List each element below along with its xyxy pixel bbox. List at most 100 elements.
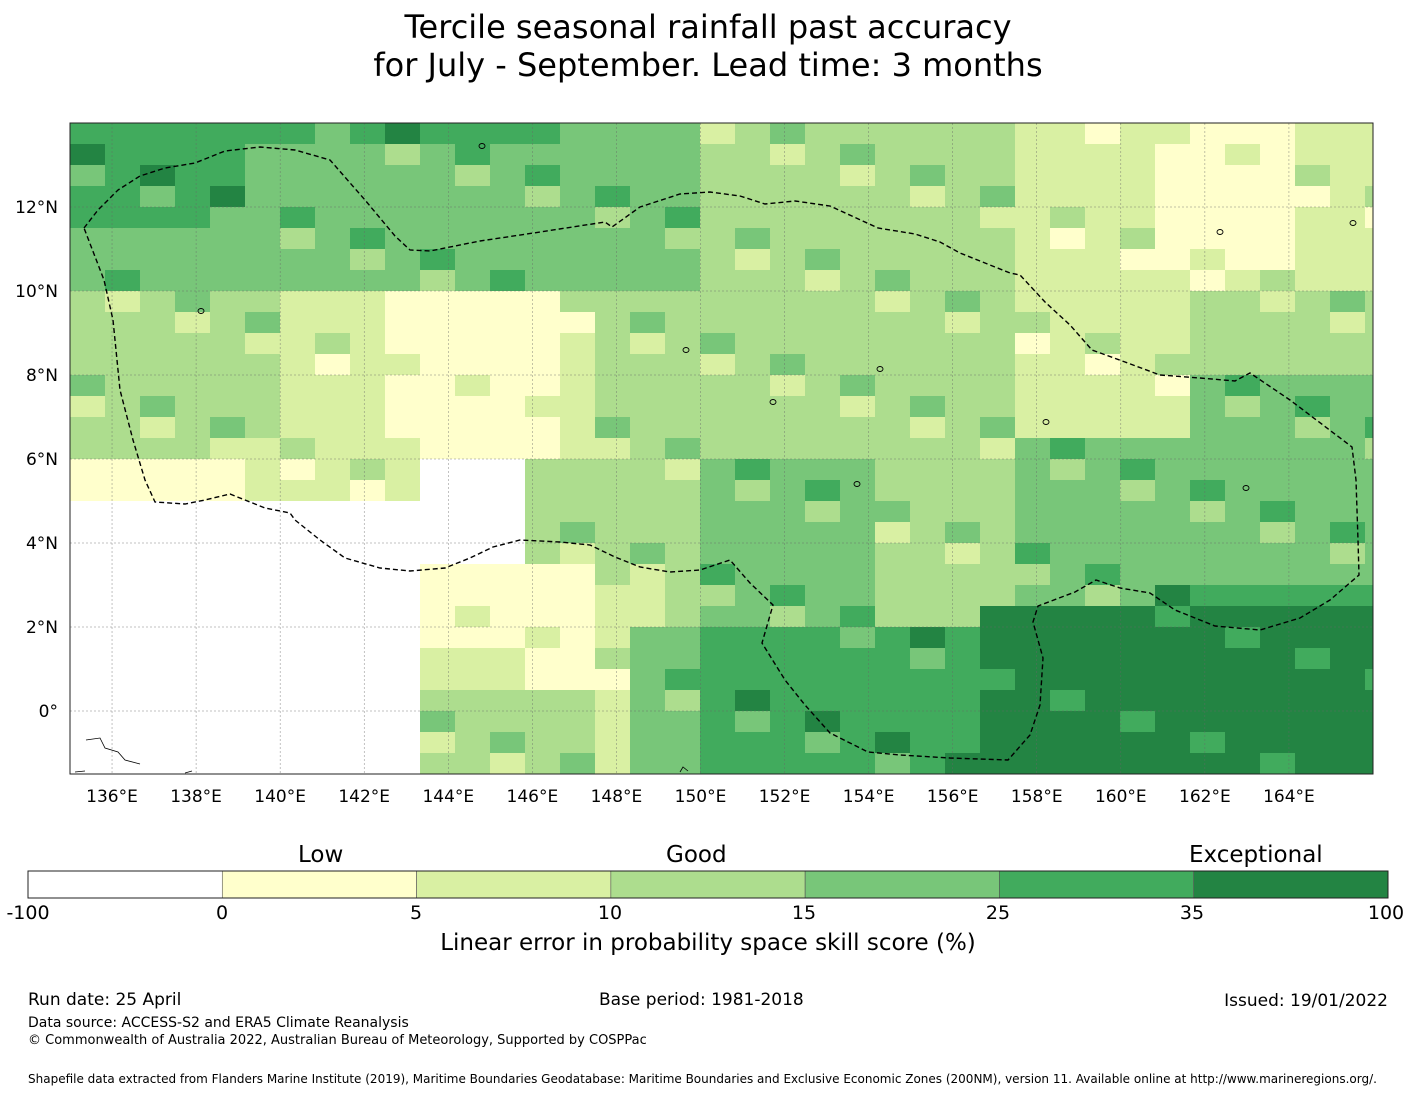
skill-cell bbox=[945, 480, 981, 502]
skill-cell bbox=[420, 753, 456, 775]
skill-cell bbox=[455, 648, 491, 670]
lon-tick-label: 160°E bbox=[1095, 787, 1147, 807]
skill-cell bbox=[560, 543, 596, 565]
skill-cell bbox=[1015, 606, 1051, 628]
skill-cell bbox=[420, 312, 456, 334]
skill-cell bbox=[1295, 291, 1331, 313]
skill-cell bbox=[875, 690, 911, 712]
skill-cell bbox=[980, 207, 1016, 229]
skill-cell bbox=[175, 753, 211, 775]
skill-cell bbox=[280, 522, 316, 544]
issued-date: Issued: 19/01/2022 bbox=[1224, 991, 1388, 1011]
skill-cell bbox=[350, 543, 386, 565]
skill-cell bbox=[1295, 165, 1331, 187]
skill-cell bbox=[455, 522, 491, 544]
skill-cell bbox=[980, 711, 1016, 733]
skill-cell bbox=[1365, 396, 1374, 418]
skill-cell bbox=[1190, 123, 1226, 145]
skill-cell bbox=[910, 123, 946, 145]
cbar-tick-1: 0 bbox=[215, 902, 229, 924]
skill-cell bbox=[280, 186, 316, 208]
skill-cell bbox=[735, 144, 771, 166]
skill-cell bbox=[840, 501, 876, 523]
skill-cell bbox=[175, 354, 211, 376]
skill-cell bbox=[105, 564, 141, 586]
skill-cell bbox=[1225, 711, 1261, 733]
skill-cell bbox=[70, 627, 106, 649]
skill-cell bbox=[735, 249, 771, 271]
skill-cell bbox=[420, 291, 456, 313]
skill-cell bbox=[525, 732, 561, 754]
skill-cell bbox=[280, 564, 316, 586]
skill-cell bbox=[210, 354, 246, 376]
island-outline bbox=[682, 347, 690, 353]
skill-cell bbox=[385, 144, 421, 166]
skill-cell bbox=[630, 312, 666, 334]
skill-cell bbox=[455, 480, 491, 502]
skill-cell bbox=[700, 417, 736, 439]
skill-cell bbox=[980, 375, 1016, 397]
skill-cell bbox=[560, 669, 596, 691]
skill-cell bbox=[1155, 228, 1191, 250]
skill-cell bbox=[1225, 543, 1261, 565]
skill-cell bbox=[1365, 333, 1374, 355]
new-guinea-coast bbox=[74, 737, 193, 774]
skill-cell bbox=[315, 732, 351, 754]
skill-cell bbox=[665, 480, 701, 502]
skill-cell bbox=[210, 669, 246, 691]
lon-tick-label: 164°E bbox=[1263, 787, 1315, 807]
skill-cell bbox=[210, 396, 246, 418]
skill-cell bbox=[1190, 375, 1226, 397]
skill-cell bbox=[490, 522, 526, 544]
skill-cell bbox=[980, 501, 1016, 523]
skill-cell bbox=[945, 690, 981, 712]
skill-cell bbox=[770, 396, 806, 418]
cbar-tick-3: 10 bbox=[597, 902, 623, 924]
skill-cell bbox=[105, 354, 141, 376]
skill-cell bbox=[1120, 501, 1156, 523]
skill-cell bbox=[980, 438, 1016, 460]
skill-cell bbox=[665, 396, 701, 418]
skill-cell bbox=[1155, 690, 1191, 712]
skill-cell bbox=[980, 186, 1016, 208]
skill-cell bbox=[455, 690, 491, 712]
skill-cell bbox=[1050, 522, 1086, 544]
skill-cell bbox=[1015, 123, 1051, 145]
skill-cell bbox=[1085, 438, 1121, 460]
skill-cell bbox=[840, 270, 876, 292]
skill-cell bbox=[385, 417, 421, 439]
cbar-tick-4: 15 bbox=[791, 902, 817, 924]
skill-cell bbox=[1155, 648, 1191, 670]
skill-cell bbox=[455, 543, 491, 565]
skill-cell bbox=[1155, 501, 1191, 523]
skill-cell bbox=[1120, 480, 1156, 502]
skill-cell bbox=[700, 396, 736, 418]
skill-cell bbox=[875, 501, 911, 523]
skill-cell bbox=[490, 501, 526, 523]
skill-cell bbox=[1085, 648, 1121, 670]
skill-cell bbox=[945, 417, 981, 439]
skill-cell bbox=[700, 480, 736, 502]
skill-cell bbox=[350, 501, 386, 523]
skill-cell bbox=[1295, 186, 1331, 208]
skill-cell bbox=[700, 606, 736, 628]
skill-cell bbox=[735, 228, 771, 250]
skill-cell bbox=[910, 291, 946, 313]
skill-cell bbox=[840, 753, 876, 775]
skill-cell bbox=[385, 186, 421, 208]
skill-cell bbox=[980, 522, 1016, 544]
skill-cell bbox=[1015, 270, 1051, 292]
skill-cell bbox=[1120, 333, 1156, 355]
skill-cell bbox=[175, 417, 211, 439]
skill-cell bbox=[280, 669, 316, 691]
skill-cell bbox=[1190, 270, 1226, 292]
skill-cell bbox=[1295, 312, 1331, 334]
skill-cell bbox=[210, 186, 246, 208]
skill-cell bbox=[1050, 123, 1086, 145]
skill-cell bbox=[175, 375, 211, 397]
skill-cell bbox=[1225, 312, 1261, 334]
skill-cell bbox=[735, 753, 771, 775]
skill-cell bbox=[420, 585, 456, 607]
skill-cell bbox=[1225, 186, 1261, 208]
skill-cell bbox=[525, 711, 561, 733]
